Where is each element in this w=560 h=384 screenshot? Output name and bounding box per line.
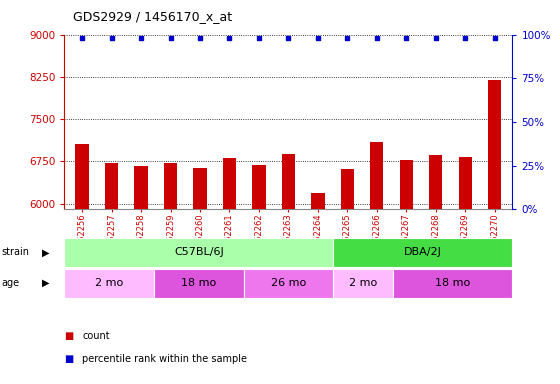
Text: count: count [82,331,110,341]
Bar [154,269,244,298]
Text: DBA/2J: DBA/2J [404,247,442,258]
Text: ■: ■ [64,354,74,364]
Text: 18 mo: 18 mo [435,278,470,288]
Text: 2 mo: 2 mo [95,278,123,288]
Bar [393,269,512,298]
Bar [64,269,154,298]
Text: ▶: ▶ [42,247,49,258]
Text: ■: ■ [64,331,74,341]
Bar [105,162,118,209]
Bar [134,166,148,209]
Text: GDS2929 / 1456170_x_at: GDS2929 / 1456170_x_at [73,10,232,23]
Bar [253,166,265,209]
Text: 18 mo: 18 mo [181,278,216,288]
Bar [64,238,333,267]
Bar [400,160,413,209]
Text: age: age [1,278,19,288]
Bar [244,269,333,298]
Text: 26 mo: 26 mo [271,278,306,288]
Bar [340,169,354,209]
Text: strain: strain [1,247,29,258]
Bar [282,154,295,209]
Bar [311,194,324,209]
Bar [488,79,501,209]
Bar [164,163,177,209]
Bar [193,168,207,209]
Text: C57BL/6J: C57BL/6J [174,247,223,258]
Text: ▶: ▶ [42,278,49,288]
Text: percentile rank within the sample: percentile rank within the sample [82,354,248,364]
Bar [76,144,88,209]
Text: 2 mo: 2 mo [349,278,377,288]
Bar [459,157,472,209]
Bar [333,238,512,267]
Bar [370,142,384,209]
Bar [429,155,442,209]
Bar [223,158,236,209]
Bar [333,269,393,298]
